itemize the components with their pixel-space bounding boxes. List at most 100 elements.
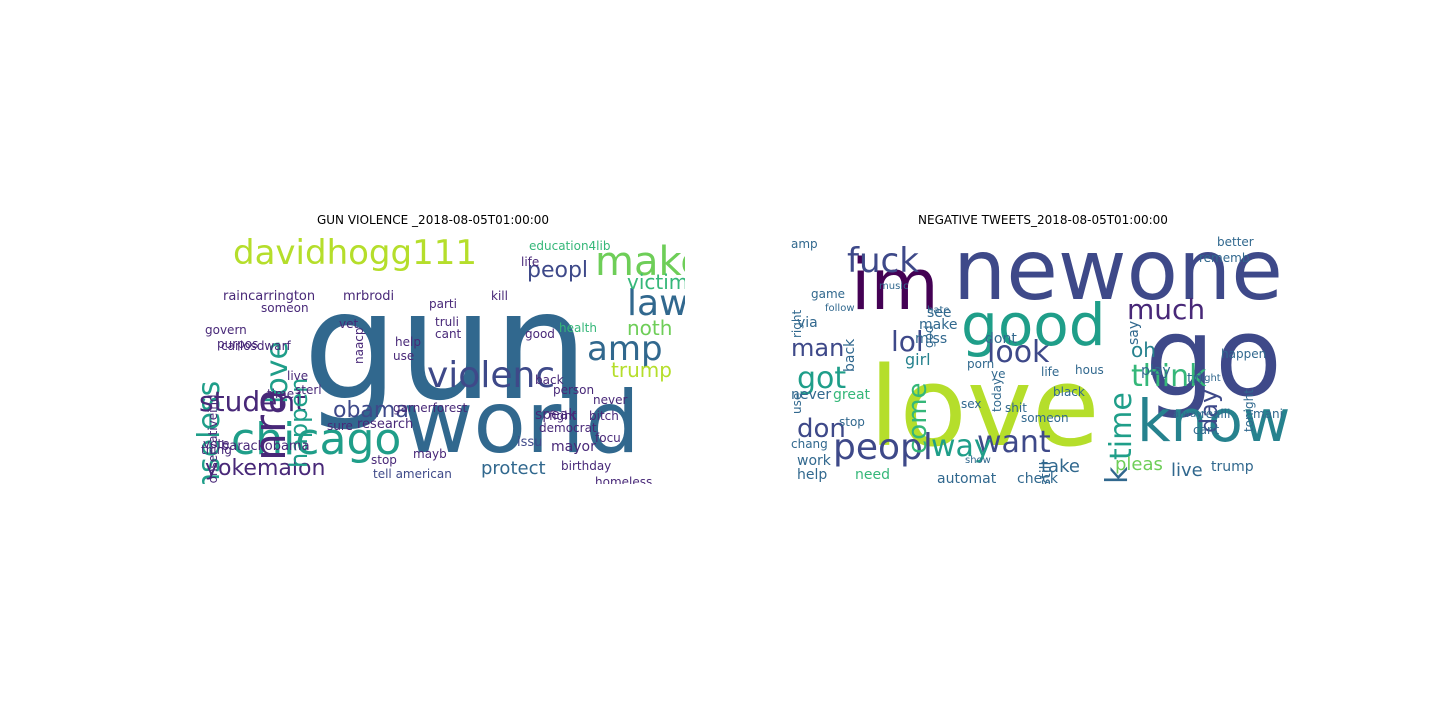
word-issu: issu [517,435,543,450]
word-hate: hate [927,305,950,316]
word-someon: someon [261,301,309,315]
word-dont: dont [985,331,1017,347]
right-panel-title: NEGATIVE TWEETS_2018-08-05T01:00:00 [918,213,1168,227]
word-don: don [797,414,846,444]
word-check: check [1017,471,1058,484]
word-much: much [1127,293,1206,326]
word-today: today [990,377,1004,412]
word-trump: trump [1211,459,1254,475]
word-life: life [521,255,540,269]
word-got: got [797,361,847,396]
word-homeless: homeless [595,475,653,484]
word-mani: mani [1253,407,1283,421]
left-panel-title: GUN VIOLENCE _2018-08-05T01:00:00 [316,213,550,227]
word-want: want [977,425,1051,460]
word-girl: girl [905,350,931,369]
word-go: go [1145,293,1283,421]
word-live: live [1171,460,1203,481]
word-focu: focu [595,431,621,445]
word-great: great [833,387,871,403]
word-hous: hous [1075,363,1104,377]
word-follow: follow [825,303,855,314]
word-oh: oh [1131,338,1156,362]
word-need: need [855,467,890,483]
word-life: life [1041,365,1060,379]
word-speak: speak [535,407,577,423]
word-use: use [791,392,804,414]
word-cant: cant [1193,423,1220,437]
word-work: work [797,453,831,469]
word-know: know [1137,387,1291,455]
word-noth: noth [627,316,673,340]
word-truli: truli [435,315,459,329]
word-vote: vote [203,437,230,451]
word-peopl: peopl [527,258,589,283]
word-alway: alway [1173,409,1203,420]
word-research: research [357,417,414,432]
word-rememb: rememb [1199,251,1250,265]
word-carlosdwarf: carlosdwarf [221,339,291,353]
word-amp: amp [791,237,818,251]
word-mayor: mayor [551,439,596,455]
word-still: still [1038,461,1054,484]
word-way: way [931,429,992,464]
word-come: come [903,382,933,455]
word-someon: someon [1021,411,1069,425]
word-health: health [559,321,597,335]
word-automat: automat [937,471,997,484]
word-pleas: pleas [1115,454,1163,475]
word-amp: amp [587,329,663,369]
word-black: black [1053,385,1085,399]
word-miss: miss [915,331,948,347]
word-realli: realli [1201,407,1231,421]
word-thing: thing [201,443,232,457]
word-parti: parti [429,297,457,311]
word-bitch: bitch [589,409,619,423]
word-ye: ye [991,367,1006,381]
word-porn: porn [967,357,995,371]
word-show: show [965,455,991,466]
word-fight: fight [549,409,577,423]
word-take: take [1041,456,1080,477]
word-better: better [1217,235,1254,249]
word-love: love [869,343,1100,471]
word-student: student [199,385,307,418]
word-raincarrington: raincarrington [223,289,316,304]
word-education4lib: education4lib [529,239,611,253]
word-garnerforest: garnerforest [393,401,468,415]
word-use: use [393,349,415,363]
word-violenc: violenc [427,355,556,396]
word-back: back [842,338,858,372]
word-god: god [922,325,936,348]
word-never: never [791,387,832,403]
word-happen: happen [1221,347,1267,361]
word-look: look [987,335,1050,370]
word-think: think [1131,359,1207,394]
word-via: via [797,315,818,331]
word-never: never [593,393,628,407]
word-make: make [919,317,958,333]
word-see: see [927,305,952,321]
word-good: good [525,327,555,341]
word-live: live [287,369,309,383]
word-game: game [811,287,846,301]
word-democrat: democrat [539,421,597,435]
word-right: right [791,309,804,338]
word-sure: sure [327,419,353,433]
word-make: make [595,239,685,285]
word-protect: protect [481,458,546,479]
word-govern: govern [205,323,247,337]
word-help: help [797,467,828,483]
word-say: say [1126,321,1142,346]
gun-violence-word-cloud: gunworldchicagodavidhogg111makeviolencse… [181,232,685,484]
word-davidhogg111: davidhogg111 [233,233,477,273]
word-victim: victim [627,270,685,294]
word-tell-american: tell american [373,467,452,481]
word-person: person [553,383,595,397]
word-trump: trump [611,358,672,382]
word-sterl: sterl [295,383,322,397]
word-night: night [1195,373,1221,384]
word-im: im [851,244,939,326]
word-gun: gun [303,260,589,434]
word-time: time [1104,392,1139,460]
